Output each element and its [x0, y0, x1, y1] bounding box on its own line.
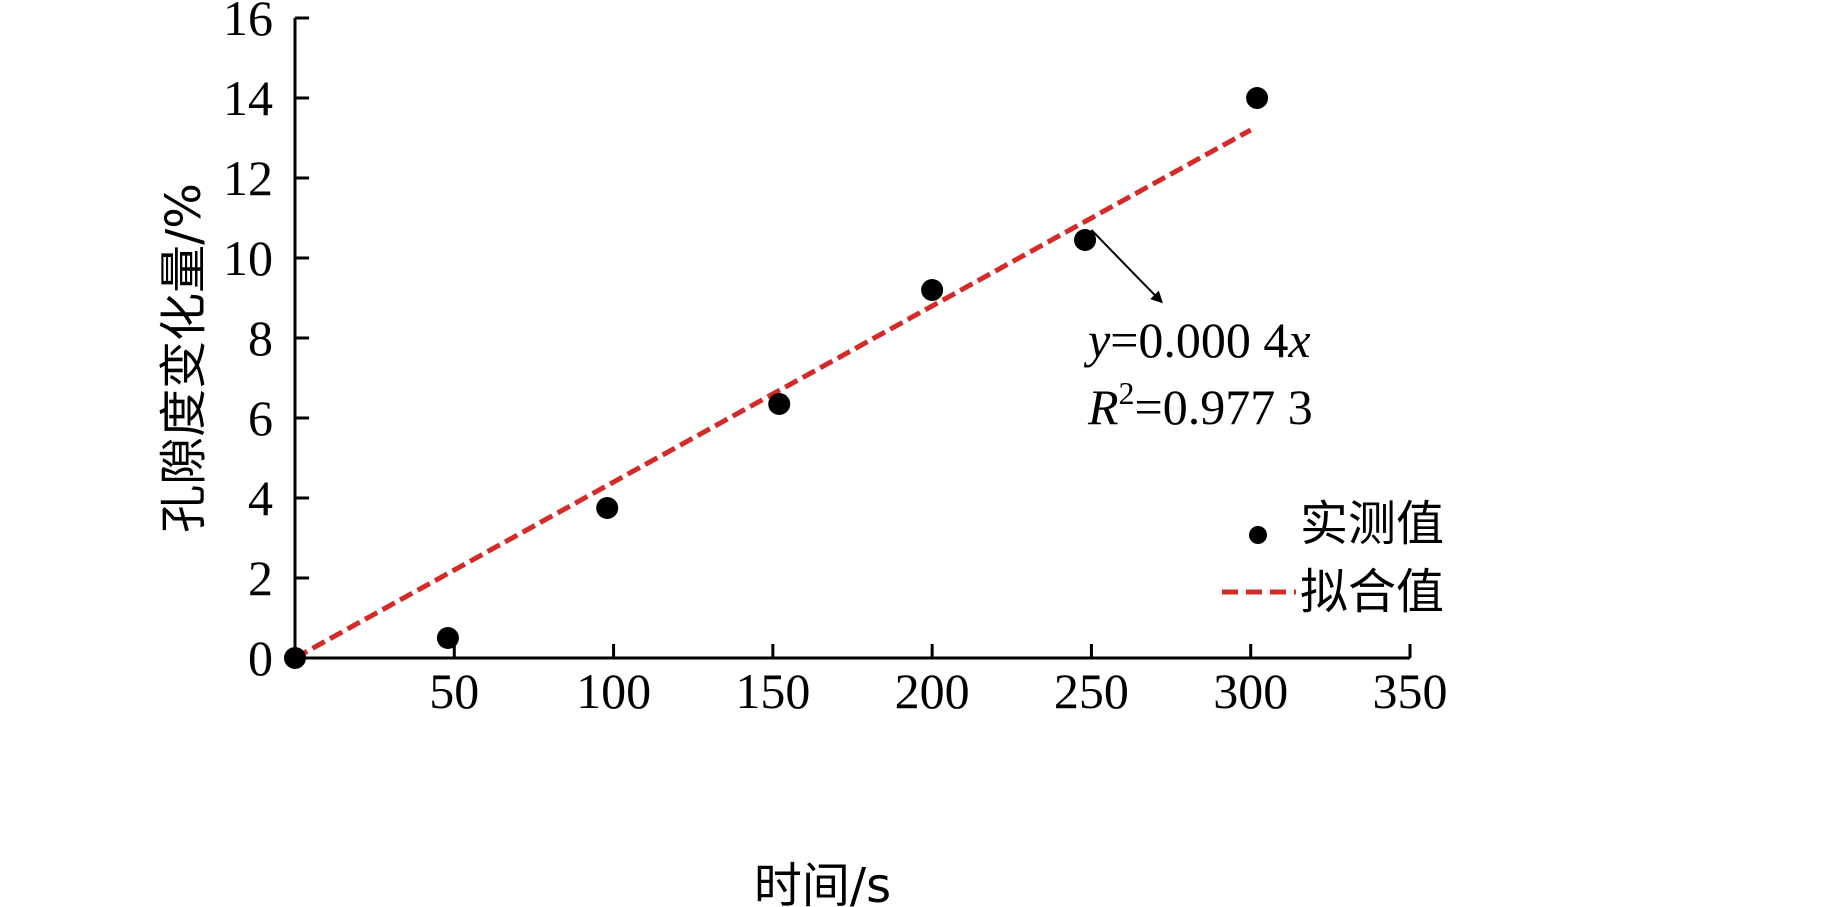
y-axis-title: 孔隙度变化量/% [156, 183, 212, 533]
y-tick-label: 10 [223, 230, 273, 286]
legend-marker-measured [1249, 526, 1267, 544]
legend-label-fitted: 拟合值 [1300, 564, 1444, 620]
y-tick-label: 8 [248, 310, 273, 366]
data-point [1074, 229, 1097, 251]
r-squared-value: R2=0.977 3 [1087, 375, 1313, 435]
legend-label-measured: 实测值 [1300, 496, 1444, 552]
x-tick-label: 250 [1054, 663, 1129, 719]
y-tick-label: 12 [223, 150, 273, 206]
y-tick-label: 14 [223, 70, 273, 126]
data-point [768, 393, 791, 415]
y-tick-label: 16 [223, 0, 273, 46]
equation-y-symbol: y [1083, 312, 1111, 368]
y-tick-label: 6 [248, 390, 273, 446]
x-tick-label: 100 [576, 663, 651, 719]
legend: 实测值 拟合值 [1222, 496, 1444, 620]
data-point [1246, 87, 1269, 109]
fit-line-layer [293, 127, 1252, 661]
regression-equation: y=0.000 4x [1083, 312, 1311, 368]
r-value: =0.977 3 [1135, 379, 1313, 435]
x-axis-ticks: 50 100 150 200 250 300 350 [429, 644, 1448, 719]
data-point [284, 647, 306, 669]
x-tick-label: 150 [735, 663, 810, 719]
equation-x-symbol: x [1287, 312, 1310, 368]
x-tick-label: 300 [1213, 663, 1288, 719]
equation-coefficient: =0.000 4 [1110, 312, 1288, 368]
y-tick-label: 4 [248, 470, 273, 526]
y-tick-label: 0 [248, 630, 273, 686]
y-axis-ticks: 0 2 4 6 8 10 12 14 16 [223, 0, 309, 686]
data-point [921, 279, 944, 301]
data-points-layer [284, 87, 1269, 669]
x-tick-label: 200 [895, 663, 970, 719]
y-tick-label: 2 [248, 550, 273, 606]
r-symbol: R [1087, 379, 1119, 435]
data-point [436, 627, 459, 649]
data-point [596, 497, 619, 519]
x-tick-label: 50 [429, 663, 479, 719]
x-axis-title: 时间/s [754, 858, 891, 907]
r-superscript: 2 [1119, 375, 1135, 411]
fit-line [293, 127, 1252, 661]
x-tick-label: 350 [1373, 663, 1448, 719]
annotation-arrow [1090, 229, 1163, 304]
